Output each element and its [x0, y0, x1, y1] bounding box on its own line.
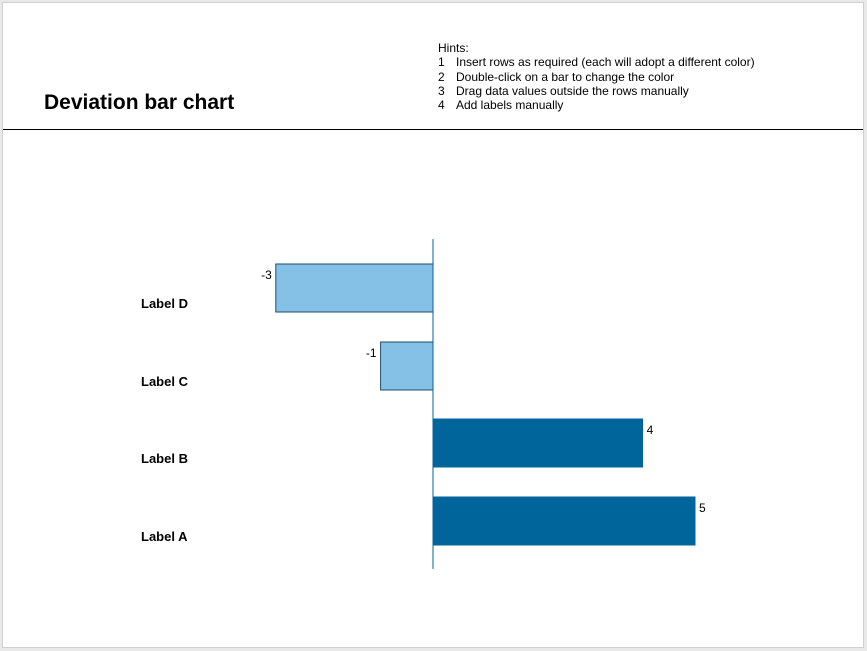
hint-item: 3 Drag data values outside the rows manu… — [438, 84, 755, 98]
deviation-bar-chart: -3 Label D -1 Label C 4 Label B 5 Label A — [141, 239, 706, 569]
category-label: Label B — [141, 451, 188, 466]
hint-number: 2 — [438, 69, 445, 84]
bar — [275, 263, 434, 313]
value-label: -1 — [366, 346, 377, 360]
value-label: -3 — [261, 268, 272, 282]
bar — [432, 496, 696, 546]
chart-title: Deviation bar chart — [44, 91, 235, 114]
hints-heading: Hints: — [438, 41, 469, 55]
hint-item: 2 Double-click on a bar to change the co… — [438, 70, 755, 84]
title-divider — [3, 129, 863, 130]
value-label: 4 — [647, 423, 654, 437]
hint-number: 1 — [438, 55, 445, 70]
hint-item: 4 Add labels manually — [438, 98, 755, 112]
category-label: Label C — [141, 374, 189, 389]
hint-number: 4 — [438, 98, 445, 113]
hint-text: Drag data values outside the rows manual… — [456, 83, 689, 98]
category-label: Label A — [141, 529, 188, 544]
category-label: Label D — [141, 296, 188, 311]
bar — [380, 341, 434, 391]
hint-text: Insert rows as required (each will adopt… — [456, 55, 755, 70]
hint-text: Add labels manually — [456, 98, 564, 113]
bar — [432, 418, 644, 468]
hints-box: Hints: 1 Insert rows as required (each w… — [438, 41, 755, 112]
hint-number: 3 — [438, 83, 445, 98]
hint-text: Double-click on a bar to change the colo… — [456, 69, 675, 84]
value-label: 5 — [699, 501, 706, 515]
hint-item: 1 Insert rows as required (each will ado… — [438, 55, 755, 69]
